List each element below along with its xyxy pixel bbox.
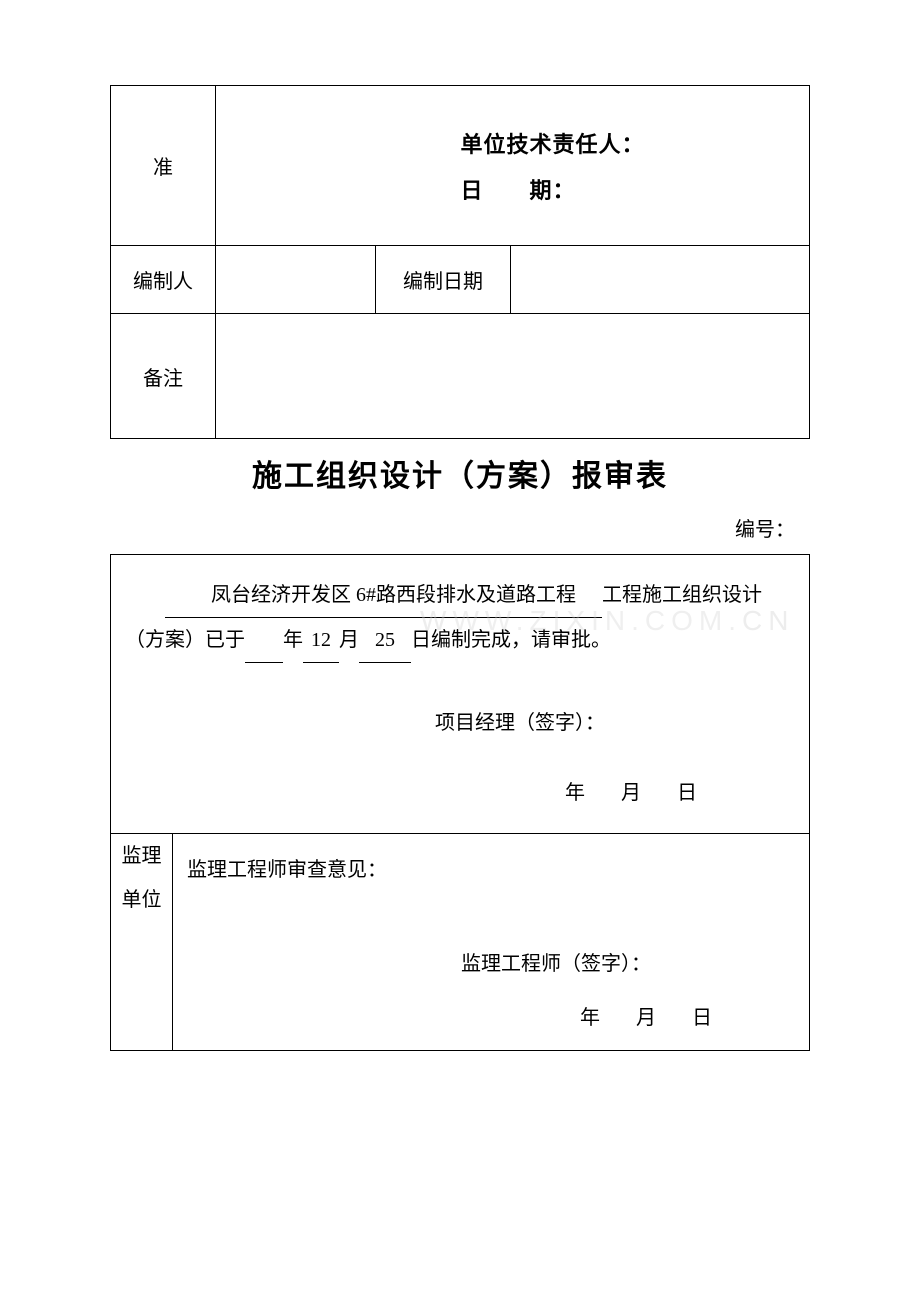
pm-signature-label: 项目经理（签字）： <box>125 701 795 745</box>
page-title: 施工组织设计（方案）报审表 <box>110 451 810 495</box>
engineer-signature-label: 监理工程师（签字）： <box>187 942 795 986</box>
remark-label-cell: 备注 <box>111 314 216 439</box>
month-field: 12 <box>303 618 339 663</box>
project-name: 凤台经济开发区 6#路西段排水及道路工程 <box>165 573 602 618</box>
submission-text-line2: （方案）已于 年 12 月 25 日编制完成，请审批。 <box>125 618 795 663</box>
remark-value-cell <box>216 314 810 439</box>
review-opinion-label: 监理工程师审查意见： <box>187 848 795 892</box>
engineer-signature-date: 年 月 日 <box>187 996 795 1040</box>
compile-date-value-cell <box>511 246 810 314</box>
supervision-unit-label-cell: 监理 单位 <box>111 834 173 1051</box>
approval-info-table: 准 单位技术责任人： 日 期： 编制人 编制日期 备注 <box>110 85 810 439</box>
compiler-value-cell <box>216 246 376 314</box>
approval-label: 准 <box>153 157 173 179</box>
supervision-label-1: 监理 <box>111 834 172 878</box>
compiler-label: 编制人 <box>133 271 193 293</box>
day-field: 25 <box>359 618 411 663</box>
submission-text-line1: 凤台经济开发区 6#路西段排水及道路工程 工程施工组织设计 <box>125 573 795 618</box>
responsible-person-cell: 单位技术责任人： 日 期： <box>216 86 810 246</box>
compiler-label-cell: 编制人 <box>111 246 216 314</box>
responsible-person-label: 单位技术责任人： <box>460 127 644 159</box>
supervision-label-2: 单位 <box>111 878 172 922</box>
approval-label-cell: 准 <box>111 86 216 246</box>
serial-number-label: 编号： <box>110 513 810 542</box>
approval-date-label: 日 期： <box>460 173 644 205</box>
review-form-table: 凤台经济开发区 6#路西段排水及道路工程 工程施工组织设计 （方案）已于 年 1… <box>110 554 810 1051</box>
remark-label: 备注 <box>143 368 183 390</box>
supervision-review-cell: 监理工程师审查意见： 监理工程师（签字）： 年 月 日 <box>173 834 810 1051</box>
submission-cell: 凤台经济开发区 6#路西段排水及道路工程 工程施工组织设计 （方案）已于 年 1… <box>111 555 810 834</box>
year-field <box>245 618 283 663</box>
compile-date-label-cell: 编制日期 <box>376 246 511 314</box>
compile-date-label: 编制日期 <box>403 271 483 293</box>
pm-signature-date: 年 月 日 <box>125 771 795 815</box>
